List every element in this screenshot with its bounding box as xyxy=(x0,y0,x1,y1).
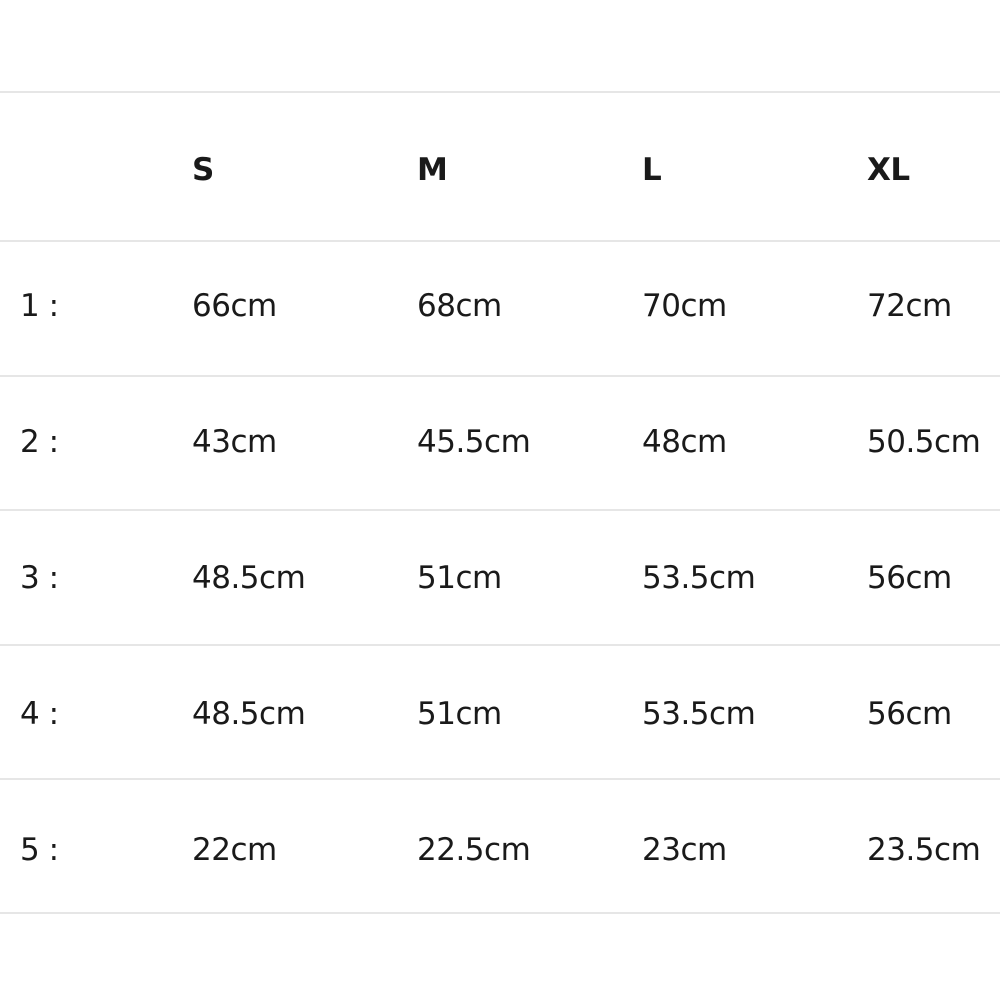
table-cell: 48.5cm xyxy=(192,696,306,732)
table-cell: 48.5cm xyxy=(192,560,306,596)
row-label: 2 : xyxy=(20,424,59,460)
table-cell: 53.5cm xyxy=(642,696,756,732)
table-cell: 50.5cm xyxy=(867,424,981,460)
header-size-l: L xyxy=(642,152,662,188)
table-cell: 22cm xyxy=(192,832,277,868)
header-size-s: S xyxy=(192,152,214,188)
row-divider xyxy=(0,509,1000,511)
row-label: 5 : xyxy=(20,832,59,868)
table-cell: 70cm xyxy=(642,288,727,324)
table-cell: 51cm xyxy=(417,696,502,732)
table-cell: 22.5cm xyxy=(417,832,531,868)
row-divider xyxy=(0,240,1000,242)
table-cell: 72cm xyxy=(867,288,952,324)
table-cell: 23cm xyxy=(642,832,727,868)
table-cell: 48cm xyxy=(642,424,727,460)
row-divider xyxy=(0,778,1000,780)
table-cell: 56cm xyxy=(867,696,952,732)
table-cell: 66cm xyxy=(192,288,277,324)
row-label: 4 : xyxy=(20,696,59,732)
row-divider xyxy=(0,912,1000,914)
header-size-m: M xyxy=(417,152,448,188)
table-cell: 53.5cm xyxy=(642,560,756,596)
table-cell: 51cm xyxy=(417,560,502,596)
table-cell: 68cm xyxy=(417,288,502,324)
table-cell: 45.5cm xyxy=(417,424,531,460)
header-size-xl: XL xyxy=(867,152,910,188)
row-divider xyxy=(0,91,1000,93)
table-cell: 43cm xyxy=(192,424,277,460)
row-divider xyxy=(0,644,1000,646)
row-label: 1 : xyxy=(20,288,59,324)
table-cell: 23.5cm xyxy=(867,832,981,868)
row-label: 3 : xyxy=(20,560,59,596)
table-cell: 56cm xyxy=(867,560,952,596)
row-divider xyxy=(0,375,1000,377)
